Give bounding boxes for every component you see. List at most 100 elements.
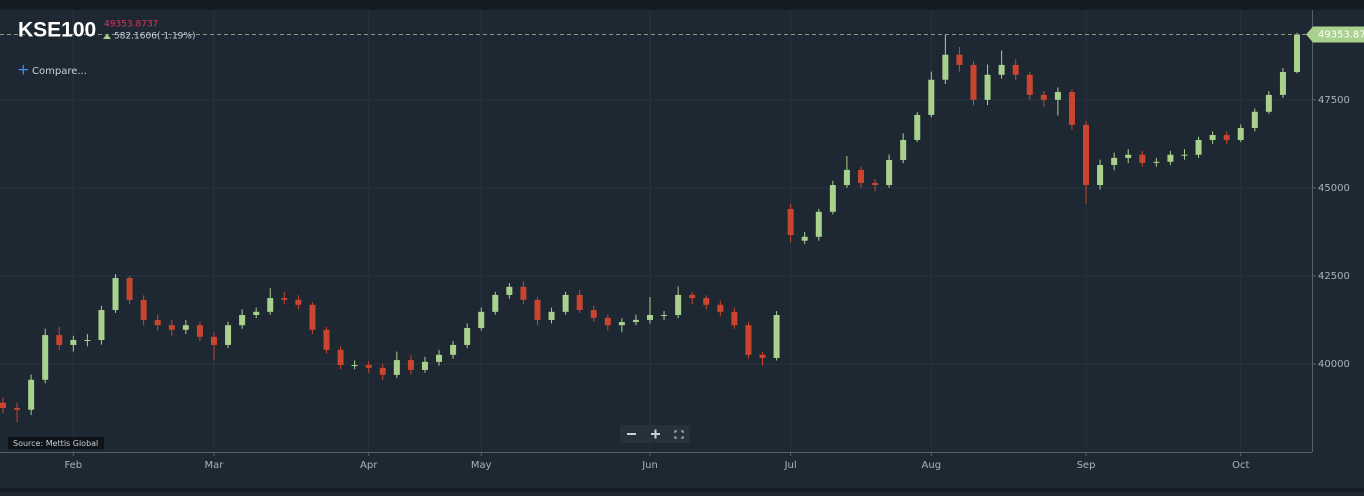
candle-body [1040,94,1047,100]
candle-body [1111,157,1118,165]
compare-button[interactable]: Compare... [32,66,87,77]
candle-body [1209,135,1216,140]
candle-body [928,79,935,115]
fullscreen[interactable] [674,430,684,439]
plot: 40000 42500 45000 47500 Feb Mar Apr May Jun Jul Au… [0,10,1364,471]
candle-body [857,169,864,183]
y-tick-label: 40000 [1318,359,1350,370]
candle-body [492,294,499,312]
x-tick-label: Jun [641,460,658,471]
candle-body [42,335,49,380]
candle-body [365,365,372,368]
candle-body [576,294,583,311]
candle-body [478,311,485,329]
compare-plus[interactable]: + [17,61,30,79]
x-tick-label: Aug [922,460,942,471]
candle-body [689,294,696,299]
candle-body [1153,161,1160,163]
candle-body [562,294,569,312]
candle-body [1167,154,1174,162]
candle-body [647,314,653,320]
candle-body [632,319,639,323]
y-tick-label: 45000 [1318,183,1350,194]
candle-body [337,349,344,366]
candle-body [0,402,6,408]
candle-body [1294,34,1300,72]
candle-body [1195,139,1202,155]
symbol: KSE100 [18,19,96,42]
candle-body [886,160,893,186]
candle-body [914,114,921,140]
candle-body [1265,94,1272,112]
candle-body [801,236,808,241]
candle-body [407,360,414,370]
candle-body [548,311,555,320]
candle-body [759,354,766,358]
candle-body [1223,135,1230,140]
candle-body [450,344,457,355]
x-tick-label: Sep [1077,460,1096,471]
candle-body [717,304,724,312]
candle-body [703,298,710,305]
candle-body [1251,111,1258,128]
x-tick-label: Mar [205,460,225,471]
candle-body [815,211,822,237]
candle-body [70,340,77,345]
candle-body [84,340,91,342]
candle-body [196,325,203,337]
candle-body [140,299,147,320]
candle-body [745,325,752,355]
candle-body [829,185,836,212]
candle-body [295,299,302,305]
x-tick-label: May [471,460,492,471]
y-tick-label: 42500 [1318,271,1350,282]
candle-body [126,278,133,300]
candle-body [984,74,991,100]
source: Source: Mettis Global [13,439,98,448]
candle-body [168,325,175,330]
y-tick-label: 47500 [1318,95,1350,106]
candle-body [28,379,35,410]
top-strip [0,0,1364,10]
candle-body [464,328,471,345]
up-arrow [103,34,111,39]
candle-body [942,54,949,80]
candle-body [253,311,260,315]
candle-body [1097,164,1104,186]
candle-body [1237,127,1244,140]
source-box [8,437,104,449]
zoom-in[interactable] [651,429,660,439]
candle-body [182,325,189,330]
candle-body [1279,71,1286,95]
candle-body [1125,154,1132,158]
candle-body [520,286,527,300]
candle-body [618,322,625,326]
candle-body [154,319,161,326]
candle-body [1181,154,1188,156]
x-tick-label: Feb [64,460,82,471]
candle-body [393,360,400,375]
candle-body [1139,154,1146,163]
x-tick-label: Jul [784,460,797,471]
candle-body [1068,92,1075,125]
candle-body [56,335,63,345]
bottom-strip [0,488,1364,492]
change-pct: ( 1.19%) [157,32,195,42]
candle-body [1083,124,1090,186]
candle-body [239,314,246,326]
candle-body [534,299,541,320]
candle-body [267,298,274,312]
candle-body [872,182,879,186]
candle-body [731,311,738,326]
candle-body [309,304,316,330]
candle-body [421,361,428,370]
candle-body [604,317,611,326]
x-tick-label: Apr [360,460,378,471]
candle-body [675,294,682,315]
last-price-tag [1306,26,1364,43]
candle-body [787,208,794,236]
candle-body [323,329,330,350]
